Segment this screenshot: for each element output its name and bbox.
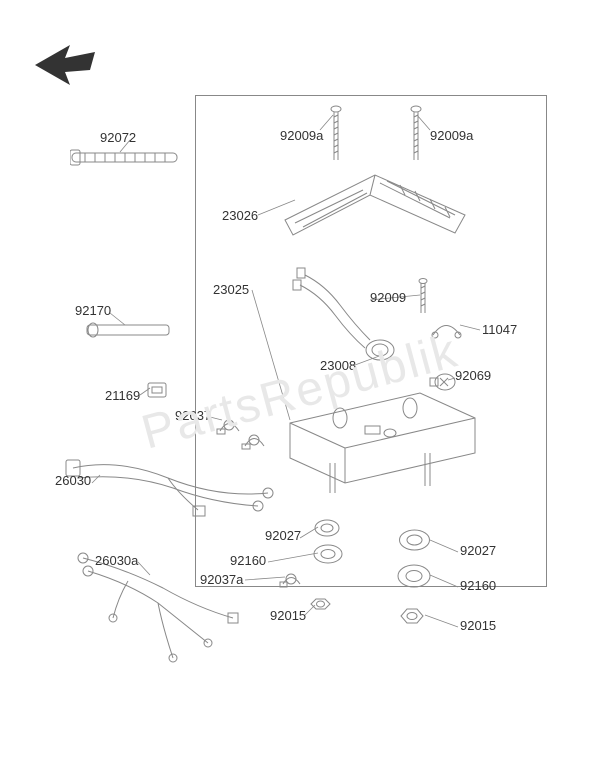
label-92160-left: 92160	[230, 553, 266, 568]
label-23008: 23008	[320, 358, 356, 373]
label-11047: 11047	[482, 322, 517, 337]
label-92009: 92009	[370, 290, 406, 305]
label-92027-left: 92027	[265, 528, 301, 543]
label-92009a-left: 92009a	[280, 128, 323, 143]
label-92009a-right: 92009a	[430, 128, 473, 143]
label-92037a: 92037a	[200, 572, 243, 587]
label-23026: 23026	[222, 208, 258, 223]
label-92170: 92170	[75, 303, 111, 318]
label-26030a: 26030a	[95, 553, 138, 568]
label-26030: 26030	[55, 473, 91, 488]
label-92160-right: 92160	[460, 578, 496, 593]
label-92037: 92037	[175, 408, 211, 423]
label-21169: 21169	[105, 388, 140, 403]
leaders	[0, 0, 600, 784]
label-92015-left: 92015	[270, 608, 306, 623]
parts-diagram: PartsRepublik	[0, 0, 600, 784]
label-23025: 23025	[213, 282, 249, 297]
label-92072: 92072	[100, 130, 136, 145]
label-92069: 92069	[455, 368, 491, 383]
label-92027-right: 92027	[460, 543, 496, 558]
label-92015-right: 92015	[460, 618, 496, 633]
